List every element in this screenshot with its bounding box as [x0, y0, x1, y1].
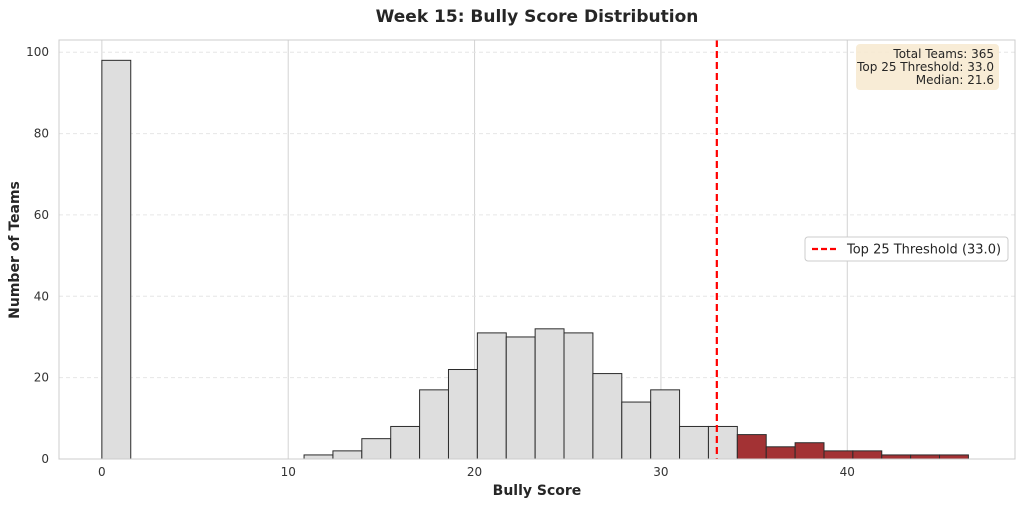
histogram-bar	[447, 369, 478, 460]
y-tick-label: 0	[41, 452, 49, 466]
x-axis-label: Bully Score	[493, 483, 582, 499]
x-tick-label: 20	[467, 465, 482, 479]
histogram-bar	[679, 425, 709, 460]
histogram-bar	[650, 389, 681, 460]
histogram-bar-top25	[852, 450, 883, 460]
x-tick-label: 0	[98, 465, 106, 479]
histogram-bar-top25	[736, 434, 767, 460]
histogram-bar-top25	[794, 442, 825, 460]
histogram-bar-top25	[823, 450, 854, 460]
stats-threshold: Top 25 Threshold: 33.0	[856, 60, 994, 74]
histogram-bar	[621, 401, 652, 460]
histogram-bar-top25	[910, 454, 941, 460]
histogram-bar	[419, 389, 449, 460]
x-tick-label: 30	[653, 465, 668, 479]
histogram-bar	[592, 373, 623, 460]
y-tick-label: 20	[34, 371, 49, 385]
histogram-bar	[390, 425, 421, 460]
legend-threshold-label: Top 25 Threshold (33.0)	[846, 243, 1001, 258]
y-tick-label: 40	[34, 289, 49, 303]
histogram-bar	[476, 332, 507, 460]
stats-total-teams: Total Teams: 365	[892, 47, 994, 61]
y-tick-label: 100	[26, 45, 49, 59]
stats-median: Median: 21.6	[916, 73, 994, 87]
histogram-bar	[361, 438, 392, 460]
legend: Top 25 Threshold (33.0)	[804, 236, 1009, 262]
axis-ticks: 0 10 20 30 40 0 20 40 60 80 100	[26, 45, 855, 479]
plot-border	[58, 39, 1016, 460]
stats-info-box: Total Teams: 365 Top 25 Threshold: 33.0 …	[856, 44, 999, 90]
histogram-bar	[563, 332, 594, 460]
histogram-bar-top25	[765, 446, 796, 460]
histogram-bar-top25	[881, 454, 912, 460]
histogram-bar-top25	[939, 454, 969, 460]
histogram-bar	[707, 425, 738, 460]
y-tick-label: 60	[34, 208, 49, 222]
y-axis-label: Number of Teams	[7, 181, 23, 319]
x-tick-label: 10	[281, 465, 296, 479]
chart-title: Week 15: Bully Score Distribution	[376, 7, 699, 27]
histogram-bars	[101, 59, 969, 460]
histogram-bar	[332, 450, 363, 460]
histogram-bar	[101, 59, 132, 460]
y-tick-label: 80	[34, 127, 49, 141]
histogram-bar	[505, 336, 536, 460]
histogram-bar	[303, 454, 334, 460]
legend-box	[804, 236, 1009, 262]
stats-info-box-background	[856, 44, 999, 90]
x-tick-label: 40	[840, 465, 855, 479]
histogram-bar	[534, 328, 565, 460]
